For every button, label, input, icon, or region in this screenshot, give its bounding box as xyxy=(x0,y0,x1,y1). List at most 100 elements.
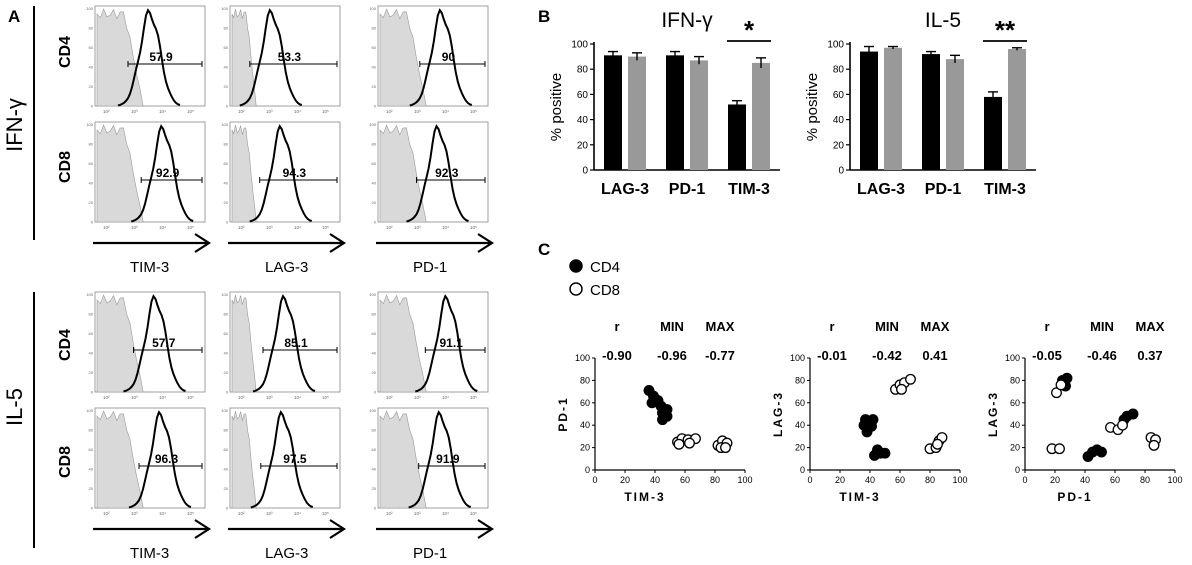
histogram-il5-cd8-lag3-ytick: 60 xyxy=(224,447,229,452)
axis-arrow-il5-tim3 xyxy=(93,519,212,539)
histogram-il5-cd4-pd1-ytick: 80 xyxy=(372,312,377,317)
histogram-ifn-cd4-lag3-xtick: 10⁴ xyxy=(294,109,301,114)
bar xyxy=(604,55,622,171)
histogram-ifn-cd8-pd1-ytick: 40 xyxy=(372,181,377,186)
x-axis-label: PD-1 xyxy=(1057,490,1092,504)
histogram-ifn-cd8-tim3: 100 80 60 40 20 0 10² 10³ 10⁴ 10⁵ 92.9 xyxy=(86,121,206,230)
histogram-il5-cd8-tim3-ytick: 100 xyxy=(86,408,93,413)
histogram-il5-cd8-tim3-control-histogram xyxy=(96,410,150,509)
marker-label-il5-lag3: LAG-3 xyxy=(265,545,308,562)
histogram-il5-cd8-tim3-ytick: 40 xyxy=(89,467,94,472)
histogram-ifn-cd4-tim3-percent-label: 57.9 xyxy=(149,50,173,64)
section-label-il5: IL-5 xyxy=(2,388,27,426)
stat-header: r xyxy=(614,319,619,334)
histogram-ifn-cd4-lag3-xtick: 10³ xyxy=(266,109,273,114)
histogram-ifn-cd4-pd1-ytick: 80 xyxy=(372,26,377,31)
histogram-il5-cd8-pd1-xtick: 10⁴ xyxy=(442,511,449,516)
y-axis-label: % positive xyxy=(804,73,821,141)
section-label-ifn: IFN-γ xyxy=(2,98,27,152)
arrowhead-icon xyxy=(477,519,495,539)
histogram-il5-cd8-tim3-xtick: 10² xyxy=(103,511,110,516)
x-tick-label: 0 xyxy=(807,475,812,485)
histogram-il5-cd4-pd1: 100 80 60 40 20 0 10² 10³ 10⁴ 10⁵ 91.1 xyxy=(369,291,489,400)
histogram-il5-cd4-tim3-ytick: 40 xyxy=(89,351,94,356)
histogram-il5-cd8-lag3-percent-label: 97.5 xyxy=(283,452,307,466)
scatter-plot-3: r -0.05 MIN -0.46 MAX 0.37 0 20 40 60 80 100 0 20 40 60… xyxy=(986,319,1183,504)
histogram-ifn-cd8-pd1-control-histogram xyxy=(379,124,433,223)
histogram-ifn-cd8-pd1-ytick: 20 xyxy=(372,200,377,205)
histogram-il5-cd8-lag3-xtick: 10³ xyxy=(266,511,273,516)
histogram-ifn-cd8-tim3-ytick: 60 xyxy=(89,161,94,166)
x-tick-label: 40 xyxy=(1080,475,1090,485)
y-tick-label: 20 xyxy=(1010,443,1020,453)
histogram-ifn-cd8-lag3-ytick: 60 xyxy=(224,161,229,166)
histogram-il5-cd4-pd1-ytick: 100 xyxy=(369,292,376,297)
scatter-legend: CD4 CD8 xyxy=(569,259,620,299)
histogram-ifn-cd4-pd1-percent-label: 90 xyxy=(442,50,456,64)
histogram-ifn-cd8-lag3-ytick: 40 xyxy=(224,181,229,186)
histogram-ifn-cd4-lag3-ytick: 20 xyxy=(224,84,229,89)
y-tick-label: 0 xyxy=(838,166,844,177)
histogram-il5-cd4-tim3-ytick: 20 xyxy=(89,370,94,375)
y-tick-label: 80 xyxy=(795,375,805,385)
histogram-il5-cd4-lag3-xtick: 10³ xyxy=(266,395,273,400)
x-tick-label: 60 xyxy=(895,475,905,485)
cd8-point xyxy=(684,437,695,449)
histogram-il5-cd4-lag3: 100 80 60 40 20 0 10² 10³ 10⁴ 10⁵ 85.1 xyxy=(221,291,341,400)
bar-chart-title: IFN-γ xyxy=(661,9,713,32)
histogram-ifn-cd4-tim3-ytick: 40 xyxy=(89,65,94,70)
histogram-ifn-cd8-pd1-percent-label: 92.3 xyxy=(435,166,459,180)
bar xyxy=(752,62,770,170)
axis-arrow-il5-lag3 xyxy=(228,519,347,539)
row-label-il5-cd4: CD4 xyxy=(57,329,74,361)
cd8-point xyxy=(1117,419,1128,431)
x-tick-label: 60 xyxy=(680,475,690,485)
y-tick-label: 40 xyxy=(1010,420,1020,430)
stat-value: -0.90 xyxy=(602,348,632,363)
histogram-ifn-cd8-lag3: 100 80 60 40 20 0 10² 10³ 10⁴ 10⁵ 94.3 xyxy=(221,121,341,230)
y-tick-label: 100 xyxy=(1005,353,1020,363)
histogram-ifn-cd4-lag3-xtick: 10⁵ xyxy=(322,109,329,114)
histogram-il5-cd8-tim3: 100 80 60 40 20 0 10² 10³ 10⁴ 10⁵ 96.3 xyxy=(86,407,206,516)
marker-label-ifn-pd1: PD-1 xyxy=(413,259,447,276)
histogram-ifn-cd8-pd1-ytick: 0 xyxy=(374,220,377,225)
histogram-ifn-cd4-tim3-xtick: 10³ xyxy=(131,109,138,114)
y-tick-label: 0 xyxy=(582,166,588,177)
stat-value: -0.96 xyxy=(657,348,687,363)
cd8-point xyxy=(932,438,943,450)
x-tick-label: 60 xyxy=(1110,475,1120,485)
histogram-ifn-cd8-tim3-ytick: 0 xyxy=(91,220,94,225)
panel-label-c: C xyxy=(538,240,550,259)
histogram-ifn-cd4-lag3-percent-label: 53.3 xyxy=(278,50,302,64)
cd8-point xyxy=(1054,443,1065,455)
histogram-ifn-cd8-tim3-stained-histogram xyxy=(130,124,194,223)
y-tick-label: 80 xyxy=(580,375,590,385)
x-tick-label: 0 xyxy=(1022,475,1027,485)
stat-header: MIN xyxy=(1090,319,1114,334)
histogram-il5-cd4-pd1-ytick: 0 xyxy=(374,390,377,395)
histogram-il5-cd4-tim3-control-histogram xyxy=(96,294,150,393)
histogram-ifn-cd8-tim3-xtick: 10² xyxy=(103,225,110,230)
histogram-ifn-cd4-lag3-ytick: 80 xyxy=(224,26,229,31)
marker-label-ifn-lag3: LAG-3 xyxy=(265,259,308,276)
y-tick-label: 80 xyxy=(1010,375,1020,385)
y-axis-label: LAG-3 xyxy=(986,391,1000,437)
histogram-il5-cd8-tim3-stained-histogram xyxy=(128,410,192,509)
y-axis-label: PD-1 xyxy=(556,396,570,431)
cd4-point xyxy=(661,410,673,422)
histogram-ifn-cd8-tim3-control-histogram xyxy=(96,124,150,223)
cd8-point xyxy=(896,383,907,395)
marker-label-il5-pd1: PD-1 xyxy=(413,545,447,562)
histogram-il5-cd4-pd1-xtick: 10⁵ xyxy=(470,395,477,400)
cd8-point xyxy=(1055,379,1067,391)
bar xyxy=(922,54,940,170)
histogram-il5-cd8-lag3-xtick: 10⁵ xyxy=(322,511,329,516)
histogram-il5-cd4-lag3-ytick: 80 xyxy=(224,312,229,317)
histogram-ifn-cd8-lag3-ytick: 100 xyxy=(221,122,228,127)
x-tick-label: 40 xyxy=(650,475,660,485)
y-axis-label: LAG-3 xyxy=(771,391,785,437)
category-label: LAG-3 xyxy=(601,181,649,198)
histogram-ifn-cd8-lag3-ytick: 0 xyxy=(226,220,229,225)
histogram-ifn-cd4-lag3: 100 80 60 40 20 0 10² 10³ 10⁴ 10⁵ 53.3 xyxy=(221,5,341,114)
row-label-ifn-cd4: CD4 xyxy=(57,36,74,68)
